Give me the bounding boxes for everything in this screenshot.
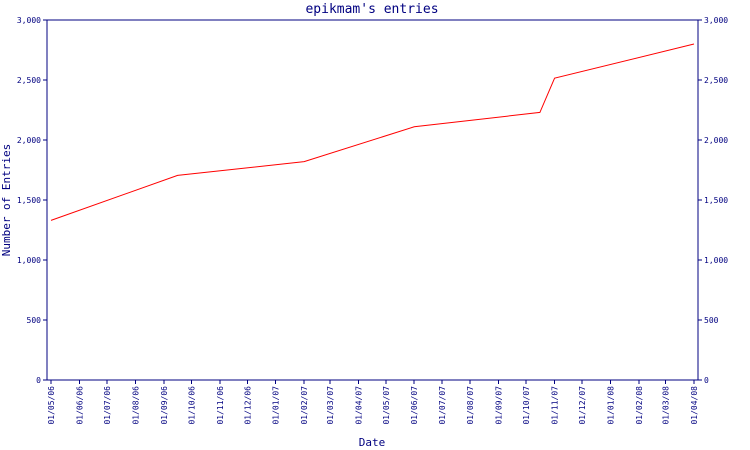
y-right-tick-label: 500 — [704, 316, 719, 325]
y-left-tick-label: 1,000 — [17, 256, 41, 265]
chart-title: epikmam's entries — [305, 2, 438, 17]
x-axis: 01/05/06 01/06/06 01/07/06 01/08/06 01/09/06… — [47, 380, 699, 425]
y-left-tick-label: 3,000 — [17, 16, 41, 25]
x-tick-label: 01/02/08 — [635, 386, 644, 425]
plot-area-frame — [46, 19, 699, 381]
x-tick-label: 01/03/08 — [662, 386, 671, 425]
y-left-tick-label: 2,000 — [17, 136, 41, 145]
y-right-tick-label: 3,000 — [704, 16, 728, 25]
x-tick-label: 01/01/07 — [272, 386, 281, 425]
y-axis-right: 0 500 1,000 1,500 2,000 2,500 3,000 — [698, 16, 728, 385]
y-right-tick-label: 1,500 — [704, 196, 728, 205]
x-tick-label: 01/04/07 — [354, 386, 363, 425]
series-layer — [50, 43, 695, 221]
x-tick-label: 01/02/07 — [300, 386, 309, 425]
x-tick-label: 01/07/07 — [438, 386, 447, 425]
x-tick-label: 01/11/07 — [551, 386, 560, 425]
x-tick-label: 01/05/06 — [47, 386, 56, 425]
x-tick-label: 01/04/08 — [690, 386, 699, 425]
x-tick-label: 01/12/06 — [243, 386, 252, 425]
x-tick-label: 01/05/07 — [382, 386, 391, 425]
x-tick-label: 01/09/07 — [495, 386, 504, 425]
y-left-tick-label: 500 — [27, 316, 42, 325]
y-axis-title: Number of Entries — [0, 144, 13, 257]
y-right-tick-label: 2,000 — [704, 136, 728, 145]
y-axis-left: 0 500 1,000 1,500 2,000 2,500 3,000 — [17, 16, 47, 385]
x-tick-label: 01/03/07 — [326, 386, 335, 425]
x-tick-label: 01/01/08 — [607, 386, 616, 425]
y-right-tick-label: 2,500 — [704, 76, 728, 85]
x-tick-label: 01/10/07 — [522, 386, 531, 425]
y-left-tick-label: 2,500 — [17, 76, 41, 85]
x-tick-label: 01/06/07 — [410, 386, 419, 425]
y-left-tick-label: 1,500 — [17, 196, 41, 205]
y-left-tick-label: 0 — [36, 376, 41, 385]
x-tick-label: 01/09/06 — [160, 386, 169, 425]
x-tick-label: 01/08/07 — [466, 386, 475, 425]
x-tick-label: 01/12/07 — [578, 386, 587, 425]
x-tick-label: 01/11/06 — [216, 386, 225, 425]
x-tick-label: 01/08/06 — [131, 386, 140, 425]
x-tick-label: 01/07/06 — [103, 386, 112, 425]
x-tick-label: 01/06/06 — [75, 386, 84, 425]
series-line — [50, 43, 695, 221]
x-tick-label: 01/10/06 — [187, 386, 196, 425]
x-axis-title: Date — [359, 436, 386, 449]
y-right-tick-label: 1,000 — [704, 256, 728, 265]
y-right-tick-label: 0 — [704, 376, 709, 385]
